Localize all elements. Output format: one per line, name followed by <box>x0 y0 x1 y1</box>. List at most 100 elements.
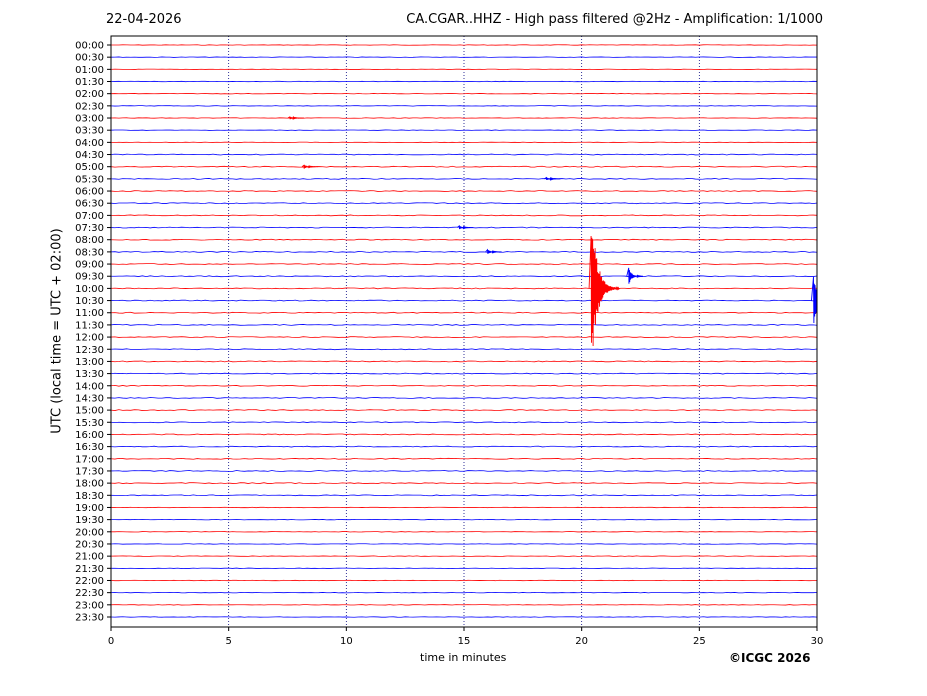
trace-00:30 <box>110 56 818 58</box>
y-tick-label-15:00: 15:00 <box>75 406 104 417</box>
trace-05:30 <box>110 178 818 180</box>
y-tick-label-10:00: 10:00 <box>75 284 104 295</box>
y-tick-label-18:00: 18:00 <box>75 479 104 490</box>
y-tick-label-11:30: 11:30 <box>75 320 104 331</box>
y-tick-label-15:30: 15:30 <box>75 418 104 429</box>
chart-title: CA.CGAR..HHZ - High pass filtered @2Hz -… <box>406 12 823 27</box>
trace-08:00 <box>110 238 818 241</box>
y-tick-label-08:30: 08:30 <box>75 247 104 258</box>
grid-lines <box>228 36 700 627</box>
y-tick-label-01:30: 01:30 <box>75 77 104 88</box>
trace-22:30 <box>110 591 818 594</box>
trace-14:30 <box>110 397 818 399</box>
trace-08:30 <box>110 251 818 253</box>
x-tick-label-20: 20 <box>575 636 588 647</box>
y-tick-label-18:30: 18:30 <box>75 491 104 502</box>
y-tick-label-07:30: 07:30 <box>75 223 104 234</box>
trace-19:00 <box>110 506 818 509</box>
y-tick-label-00:30: 00:30 <box>75 53 104 64</box>
trace-00:00 <box>111 44 818 46</box>
y-tick-label-04:00: 04:00 <box>75 138 104 149</box>
y-tick-label-23:30: 23:30 <box>75 612 104 623</box>
trace-04:00 <box>110 141 818 144</box>
event-05:00-3 <box>301 164 319 169</box>
event-09:30-1 <box>626 267 644 284</box>
y-tick-label-07:00: 07:00 <box>75 211 104 222</box>
y-tick-label-05:00: 05:00 <box>75 162 104 173</box>
y-tick-label-02:30: 02:30 <box>75 101 104 112</box>
y-tick-label-19:00: 19:00 <box>75 503 104 514</box>
trace-03:30 <box>110 129 818 131</box>
trace-18:30 <box>110 494 818 497</box>
y-axis-label: UTC (local time = UTC + 02:00) <box>49 228 65 434</box>
trace-13:00 <box>110 360 818 363</box>
x-tick-label-15: 15 <box>458 636 471 647</box>
trace-20:30 <box>110 543 818 545</box>
event-10:00-0 <box>588 235 620 347</box>
trace-01:00 <box>110 68 818 70</box>
trace-06:30 <box>110 202 818 205</box>
x-tick-labels: 0 5 10 15 20 25 30 <box>108 627 824 647</box>
trace-04:30 <box>110 153 818 156</box>
trace-23:00 <box>110 604 818 606</box>
y-tick-label-12:30: 12:30 <box>75 345 104 356</box>
y-tick-label-03:30: 03:30 <box>75 126 104 137</box>
y-tick-label-09:00: 09:00 <box>75 260 104 271</box>
y-tick-label-21:00: 21:00 <box>75 552 104 563</box>
trace-18:00 <box>110 482 818 484</box>
trace-09:30 <box>110 275 818 278</box>
y-tick-label-12:00: 12:00 <box>75 333 104 344</box>
trace-14:00 <box>110 384 818 387</box>
y-tick-label-20:30: 20:30 <box>75 539 104 550</box>
trace-12:30 <box>110 348 818 351</box>
event-03:00-7 <box>287 116 305 121</box>
y-tick-label-09:30: 09:30 <box>75 272 104 283</box>
trace-02:00 <box>110 93 818 95</box>
x-tick-label-0: 0 <box>108 636 114 647</box>
y-tick-label-16:00: 16:00 <box>75 430 104 441</box>
y-tick-label-06:30: 06:30 <box>75 199 104 210</box>
y-tick-label-14:30: 14:30 <box>75 393 104 404</box>
event-08:30-5 <box>485 248 502 254</box>
trace-15:00 <box>110 409 818 411</box>
trace-13:30 <box>110 372 818 375</box>
trace-20:00 <box>110 531 818 533</box>
y-tick-label-00:00: 00:00 <box>75 41 104 52</box>
y-tick-label-02:00: 02:00 <box>75 89 104 100</box>
trace-16:30 <box>110 445 818 448</box>
trace-19:30 <box>110 518 818 521</box>
y-tick-label-17:30: 17:30 <box>75 466 104 477</box>
event-05:30-4 <box>544 176 561 182</box>
y-tick-label-14:00: 14:00 <box>75 381 104 392</box>
y-tick-label-16:30: 16:30 <box>75 442 104 453</box>
x-axis-label: time in minutes <box>420 651 507 664</box>
plot-frame <box>110 35 818 628</box>
x-tick-label-30: 30 <box>811 636 824 647</box>
seismic-events <box>287 116 818 347</box>
y-tick-label-22:00: 22:00 <box>75 576 104 587</box>
trace-10:30 <box>110 299 818 302</box>
trace-21:30 <box>110 567 818 569</box>
trace-09:00 <box>110 263 818 265</box>
trace-06:00 <box>110 190 818 192</box>
x-tick-label-10: 10 <box>340 636 353 647</box>
y-tick-label-22:30: 22:30 <box>75 588 104 599</box>
trace-11:30 <box>110 324 818 326</box>
trace-05:00 <box>110 165 818 168</box>
y-tick-label-03:00: 03:00 <box>75 114 104 125</box>
y-tick-label-13:30: 13:30 <box>75 369 104 380</box>
y-tick-label-04:30: 04:30 <box>75 150 104 161</box>
trace-07:00 <box>110 214 818 217</box>
event-07:30-6 <box>456 224 474 230</box>
y-tick-label-10:30: 10:30 <box>75 296 104 307</box>
y-tick-label-20:00: 20:00 <box>75 527 104 538</box>
trace-15:30 <box>110 421 818 424</box>
trace-16:00 <box>110 433 818 436</box>
x-tick-label-25: 25 <box>693 636 706 647</box>
y-tick-label-01:00: 01:00 <box>75 65 104 76</box>
y-tick-label-06:00: 06:00 <box>75 187 104 198</box>
copyright-label: ©ICGC 2026 <box>729 651 811 665</box>
y-tick-label-19:30: 19:30 <box>75 515 104 526</box>
